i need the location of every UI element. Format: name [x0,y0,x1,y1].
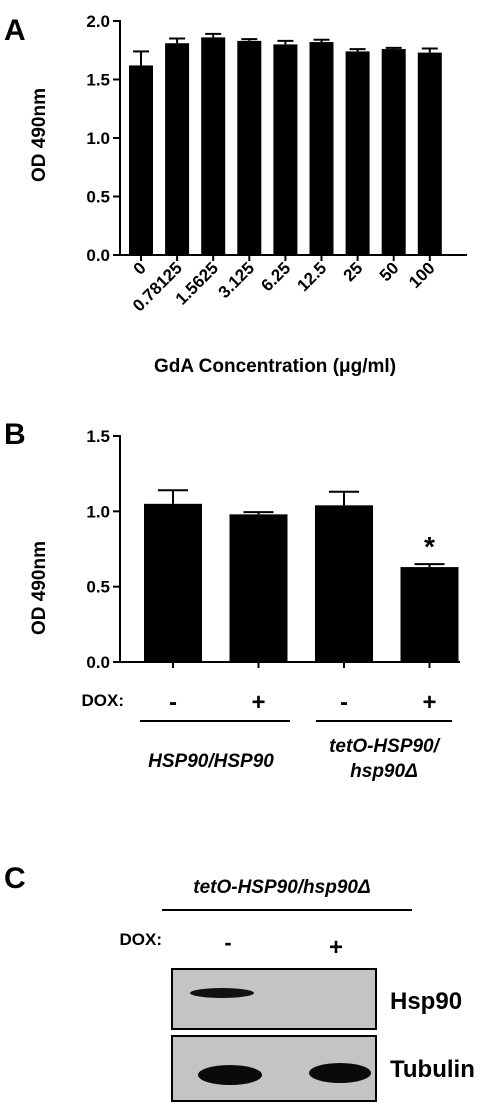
chart-b-significance-star: * [424,531,435,562]
chart-a-ytick-label: 0.0 [86,246,110,265]
group-2-label-line2: hsp90Δ [350,761,418,782]
chart-b-ytick-label: 1.0 [86,502,110,521]
chart-a-bar [345,51,370,255]
chart-b-xtick-label: + [422,689,436,716]
chart-b-ytick-label: 0.5 [86,578,110,597]
chart-a-bar [273,44,298,256]
chart-b-dox-label: DOX: [82,691,125,710]
tubulin-band-label: Tubulin [390,1056,475,1083]
blot-title: tetO-HSP90/hsp90Δ [193,877,370,898]
tubulin-band-lane-2 [309,1063,371,1083]
chart-b-bar [229,514,288,662]
chart-a-xtick-label: 100 [405,258,438,291]
chart-a-ytick-label: 1.5 [86,71,110,90]
chart-a-bar [129,65,153,256]
blot-lane-1-sign: - [224,930,231,955]
hsp90-band-lane-1 [190,988,254,998]
chart-b-xtick-label: + [251,689,265,716]
chart-b-ytick-label: 1.5 [86,427,110,446]
chart-b-xtick-label: - [169,689,177,716]
chart-a-xtick-label: 50 [376,258,403,285]
chart-a-ylabel: OD 490nm [29,88,50,182]
chart-b: 0.0 0.5 1.0 1.5 - + - + * [86,427,460,716]
chart-b-bar [400,567,459,662]
panel-a-letter: A [4,14,26,47]
chart-a-bar [165,43,190,256]
chart-b-bar [315,505,373,662]
chart-a-ytick-label: 2.0 [86,12,110,31]
chart-a-xtick-label: 12.5 [293,258,330,295]
panel-c-letter: C [4,862,26,895]
tubulin-band-lane-1 [198,1065,262,1085]
chart-a-xlabel: GdA Concentration (μg/ml) [154,356,396,377]
chart-b-bar [144,503,202,662]
chart-a-xtick-label: 25 [340,258,367,285]
group-2-label-line1: tetO-HSP90/ [329,736,441,757]
hsp90-blot-strip [171,968,377,1030]
chart-a-ytick-label: 1.0 [86,129,110,148]
panel-b-letter: B [4,418,26,451]
chart-a-xtick-label: 0 [130,258,150,278]
blot-dox-label: DOX: [120,930,163,949]
chart-a-xtick-label: 6.25 [257,258,294,295]
group-1-label: HSP90/HSP90 [148,751,274,772]
chart-a-bar [381,49,406,255]
chart-b-ylabel: OD 490nm [29,541,50,635]
blot-lane-2-sign: + [329,934,343,961]
chart-a-bar [417,52,442,256]
chart-b-xtick-label: - [340,689,348,716]
chart-a-ytick-label: 0.5 [86,188,110,207]
chart-a-bar [309,42,334,256]
chart-b-ytick-label: 0.0 [86,653,110,672]
chart-a-xtick-label: 3.125 [215,258,259,302]
chart-a-bar [201,37,226,255]
hsp90-band-label: Hsp90 [390,988,462,1015]
chart-a-bar [237,40,262,255]
